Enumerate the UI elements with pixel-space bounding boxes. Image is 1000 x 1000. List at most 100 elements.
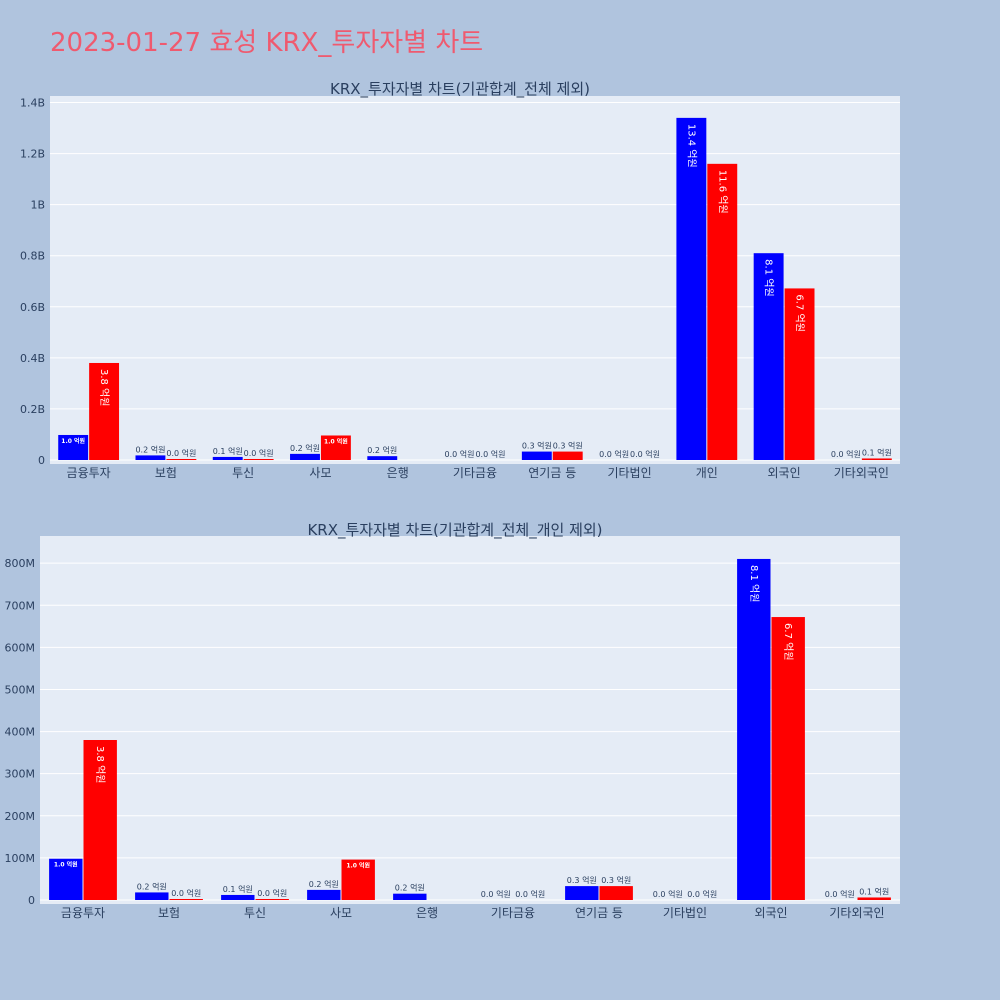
bar	[393, 893, 427, 900]
data-label: 0.0 억원	[166, 448, 196, 458]
x-tick-label: 금융투자	[61, 906, 105, 920]
x-tick-label: 보험	[155, 466, 177, 480]
data-label: 0.0 억원	[475, 449, 505, 459]
data-label: 6.7 억원	[782, 623, 794, 660]
bar	[552, 451, 583, 460]
bar	[49, 858, 83, 900]
bar	[565, 886, 599, 900]
x-tick-label: 보험	[158, 906, 180, 920]
x-tick-label: 연기금 등	[575, 906, 623, 920]
y-tick-label: 1.2B	[20, 148, 45, 161]
bar	[243, 459, 274, 460]
x-tick-label: 투신	[232, 466, 254, 480]
data-label: 0.2 억원	[367, 445, 397, 455]
bar	[784, 288, 815, 460]
data-label: 0.3 억원	[522, 441, 552, 451]
y-tick-label: 0.4B	[20, 352, 45, 365]
x-tick-label: 연기금 등	[528, 466, 576, 480]
bar	[290, 453, 320, 460]
y-tick-label: 500M	[5, 683, 36, 696]
data-label: 0.0 억원	[687, 889, 717, 899]
x-tick-label: 기타금융	[453, 466, 497, 480]
bar	[737, 558, 771, 900]
x-tick-label: 기타법인	[663, 906, 707, 920]
y-tick-label: 700M	[5, 599, 36, 612]
bar	[135, 892, 169, 900]
data-label: 1.0 억원	[324, 437, 348, 445]
bar	[771, 617, 805, 900]
y-tick-label: 1.4B	[20, 97, 45, 110]
bar	[861, 458, 892, 460]
bar	[169, 899, 203, 900]
bar	[221, 894, 255, 900]
data-label: 0.2 억원	[290, 443, 320, 453]
chart-1: 0 0.2B 0.4B 0.6B 0.8B 1B 1.2B 1.4B KRX_투자자별 차트(기…	[20, 80, 900, 480]
x-tick-label: 사모	[309, 466, 331, 480]
y-tick-label: 100M	[5, 852, 36, 865]
data-label: 0.3 억원	[567, 875, 597, 885]
data-label: 0.0 억원	[445, 449, 475, 459]
bar	[166, 459, 197, 460]
plot-area	[40, 536, 900, 904]
data-label: 0.3 억원	[601, 875, 631, 885]
x-tick-label: 기타금융	[491, 906, 535, 920]
x-tick-label: 개인	[696, 466, 718, 480]
bar	[58, 434, 89, 460]
data-label: 13.4 억원	[685, 124, 697, 168]
x-tick-label: 투신	[244, 906, 266, 920]
y-tick-label: 200M	[5, 810, 36, 823]
data-label: 11.6 억원	[716, 170, 728, 214]
y-tick-label: 0.6B	[20, 301, 45, 314]
y-tick-label: 0	[28, 894, 35, 907]
bar	[599, 886, 633, 900]
data-label: 1.0 억원	[54, 861, 78, 869]
data-label: 0.0 억원	[825, 889, 855, 899]
y-tick-label: 300M	[5, 768, 36, 781]
bar	[676, 117, 707, 460]
data-label: 0.2 억원	[395, 883, 425, 893]
data-label: 1.0 억원	[61, 437, 85, 445]
y-tick-label: 400M	[5, 726, 36, 739]
data-label: 0.0 억원	[653, 889, 683, 899]
data-label: 0.1 억원	[859, 886, 889, 896]
x-tick-label: 금융투자	[67, 466, 111, 480]
chart-title: KRX_투자자별 차트(기관합계_전체 제외)	[330, 80, 590, 99]
bar	[341, 859, 375, 900]
data-label: 0.0 억원	[481, 889, 511, 899]
data-label: 8.1 억원	[748, 565, 760, 602]
data-label: 0.3 억원	[553, 441, 583, 451]
bar	[307, 889, 341, 900]
data-label: 0.0 억원	[171, 888, 201, 898]
x-tick-label: 외국인	[768, 466, 801, 480]
bar	[212, 456, 243, 460]
x-tick-label: 기타외국인	[829, 906, 884, 920]
data-label: 3.8 억원	[94, 746, 106, 783]
data-label: 0.1 억원	[862, 447, 892, 457]
bar	[135, 455, 166, 460]
y-tick-label: 0	[38, 454, 45, 467]
bar	[320, 435, 351, 460]
data-label: 0.0 억원	[630, 449, 660, 459]
y-tick-label: 0.2B	[20, 403, 45, 416]
x-tick-label: 외국인	[754, 906, 787, 920]
bar	[83, 740, 117, 900]
data-label: 0.2 억원	[137, 881, 167, 891]
y-tick-label: 1B	[30, 199, 45, 212]
bar	[753, 253, 784, 460]
x-tick-label: 은행	[387, 465, 409, 480]
bar	[857, 897, 891, 900]
x-tick-label: 기타외국인	[834, 466, 889, 480]
data-label: 1.0 억원	[346, 862, 370, 870]
bar	[89, 362, 120, 460]
data-label: 0.0 억원	[515, 889, 545, 899]
data-label: 0.1 억원	[213, 446, 243, 456]
x-tick-label: 사모	[330, 906, 352, 920]
x-tick-label: 기타법인	[607, 466, 651, 480]
y-tick-label: 600M	[5, 641, 36, 654]
data-label: 0.0 억원	[257, 888, 287, 898]
page-title: 2023-01-27 효성 KRX_투자자별 차트	[50, 28, 484, 58]
y-tick-label: 0.8B	[20, 250, 45, 263]
data-label: 0.0 억원	[244, 448, 274, 458]
y-tick-label: 800M	[5, 557, 36, 570]
